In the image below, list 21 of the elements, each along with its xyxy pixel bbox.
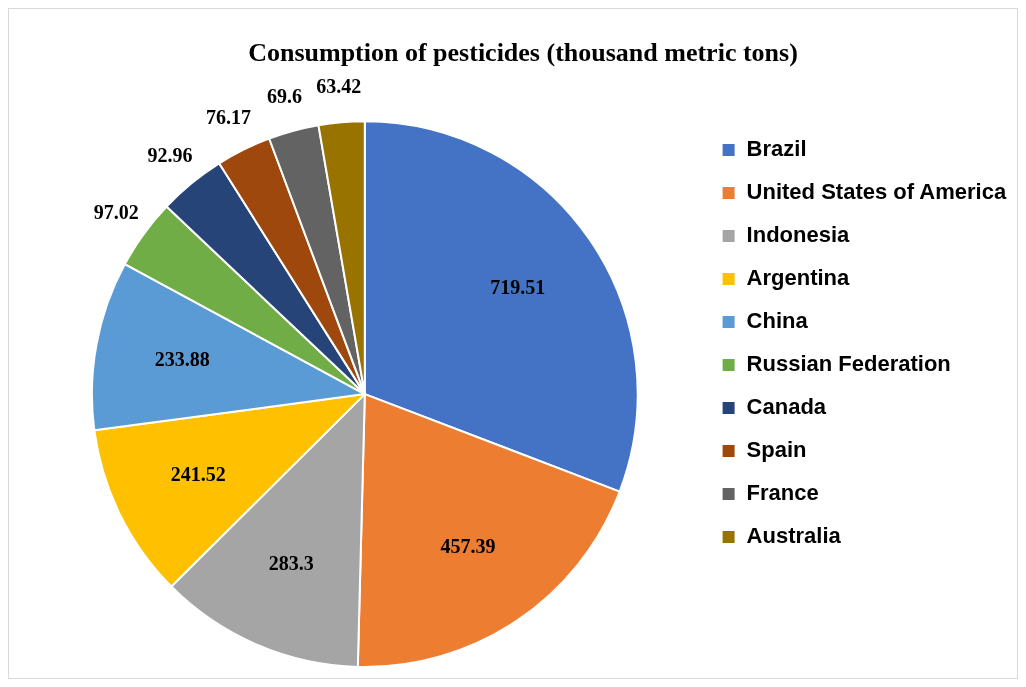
data-label: 283.3: [268, 551, 314, 574]
data-label: 63.42: [316, 75, 362, 98]
legend-label: Argentina: [746, 265, 851, 291]
data-label: 233.88: [154, 347, 210, 370]
legend-label: Russian Federation: [746, 351, 951, 377]
data-label: 241.52: [170, 463, 226, 486]
legend-label: Canada: [746, 394, 827, 420]
data-label: 457.39: [440, 535, 496, 558]
legend-label: France: [746, 480, 819, 506]
legend-label: Australia: [746, 523, 842, 549]
legend-label: Spain: [746, 437, 807, 463]
legend-label: United States of America: [746, 179, 1007, 205]
data-label: 69.6: [267, 85, 303, 108]
data-label: 97.02: [93, 201, 139, 224]
chart-title: Consumption of pesticides (thousand metric tons): [248, 38, 798, 68]
legend-label: Indonesia: [746, 222, 851, 248]
data-label: 92.96: [147, 144, 193, 167]
data-label: 76.17: [205, 106, 251, 129]
data-label: 719.51: [490, 276, 546, 299]
legend-label: Brazil: [746, 136, 807, 162]
legend-label: China: [746, 308, 809, 334]
